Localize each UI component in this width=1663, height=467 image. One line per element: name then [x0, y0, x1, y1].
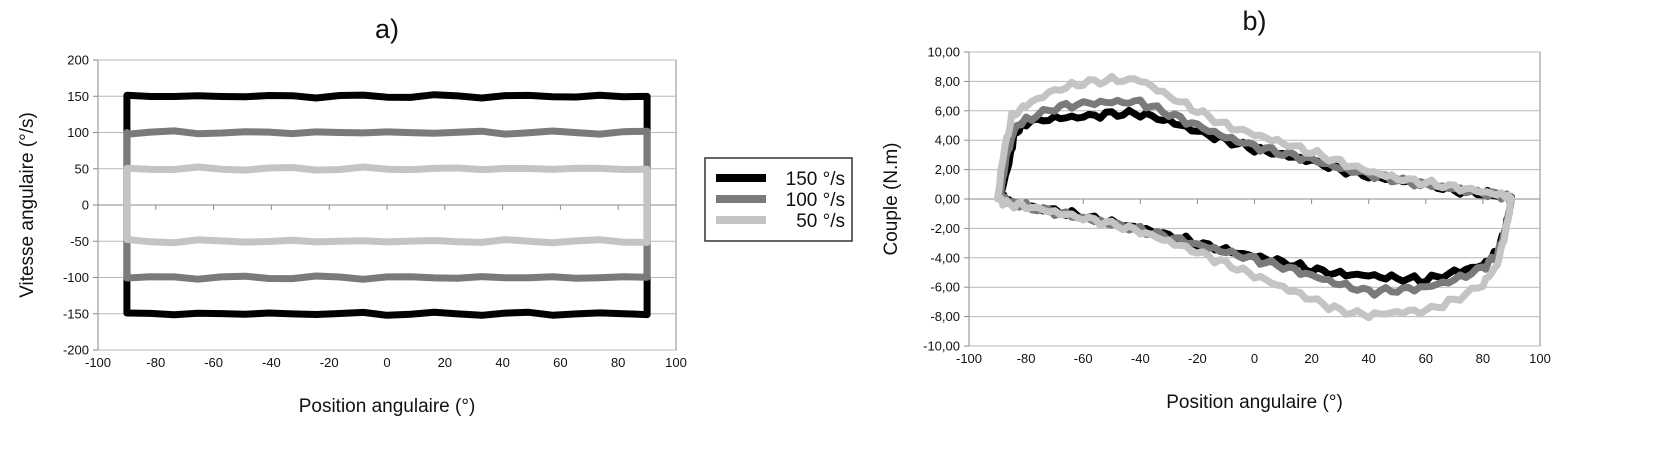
x-axis-label: Position angulaire (°) — [1166, 392, 1343, 413]
y-axis-label: Vitesse angulaire (°/s) — [17, 112, 38, 298]
x-tick-label: 100 — [665, 355, 687, 370]
y-tick-label: -200 — [63, 343, 89, 358]
y-tick-label: 0 — [82, 198, 89, 213]
x-tick-label: 20 — [438, 355, 452, 370]
x-tick-label: 80 — [611, 355, 625, 370]
series-line — [123, 163, 651, 247]
x-tick-label: 40 — [1361, 351, 1375, 366]
y-tick-label: 10,00 — [927, 45, 960, 60]
legend-label: 150 °/s — [786, 169, 845, 190]
chart-title: b) — [1242, 6, 1266, 36]
chart-b: -10,00 -8,00 -6,00 -4,00 -2,00 0,00 2,00 4,00 6,… — [881, 6, 1551, 413]
y-tick-label: -150 — [63, 306, 89, 321]
y-tick-label: 100 — [67, 125, 89, 140]
legend-label: 50 °/s — [796, 211, 845, 232]
y-tick-label: -10,00 — [923, 339, 960, 354]
y-tick-label: 4,00 — [935, 133, 960, 148]
x-axis-label: Position angulaire (°) — [299, 396, 476, 417]
y-tick-label: 8,00 — [935, 74, 960, 89]
y-tick-label: -100 — [63, 270, 89, 285]
x-tick-label: -60 — [204, 355, 223, 370]
y-tick-label: -2,00 — [930, 221, 960, 236]
x-tick-label: -80 — [1017, 351, 1036, 366]
y-tick-label: -6,00 — [930, 280, 960, 295]
y-tick-label: -8,00 — [930, 309, 960, 324]
y-tick-label: 150 — [67, 89, 89, 104]
y-tick-label: 0,00 — [935, 192, 960, 207]
x-tick-label: -20 — [1188, 351, 1207, 366]
x-tick-label: 0 — [1251, 351, 1258, 366]
x-tick-label: 100 — [1529, 351, 1551, 366]
y-tick-label: -50 — [70, 234, 89, 249]
x-tick-label: -100 — [956, 351, 982, 366]
x-tick-label: 80 — [1476, 351, 1490, 366]
x-tick-label: 40 — [495, 355, 509, 370]
chart-title: a) — [375, 14, 399, 44]
legend-label: 100 °/s — [786, 190, 845, 211]
y-tick-label: 2,00 — [935, 162, 960, 177]
x-tick-label: -40 — [262, 355, 281, 370]
x-tick-label: 60 — [1419, 351, 1433, 366]
x-tick-label: -20 — [320, 355, 339, 370]
x-tick-label: -100 — [85, 355, 111, 370]
x-tick-label: -40 — [1131, 351, 1150, 366]
y-axis-label: Couple (N.m) — [881, 143, 902, 256]
series-line — [994, 72, 1515, 322]
y-tick-label: 6,00 — [935, 103, 960, 118]
x-tick-label: 0 — [383, 355, 390, 370]
x-tick-label: 20 — [1304, 351, 1318, 366]
y-tick-label: 200 — [67, 53, 89, 68]
y-tick-label: 50 — [75, 161, 89, 176]
x-tick-label: -80 — [146, 355, 165, 370]
x-tick-label: -60 — [1074, 351, 1093, 366]
x-tick-label: 60 — [553, 355, 567, 370]
y-tick-label: -4,00 — [930, 250, 960, 265]
